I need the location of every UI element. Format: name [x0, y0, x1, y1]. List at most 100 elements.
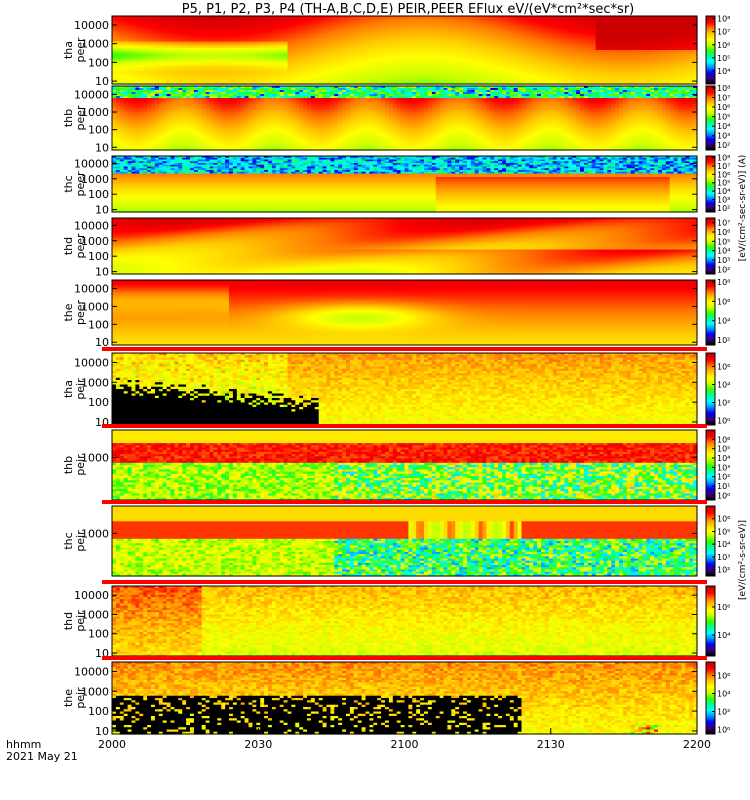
- cbar-tick-thb-peer-5: 10⁷: [717, 93, 730, 102]
- cbar-tick-thd-peer-4: 10⁶: [717, 228, 730, 237]
- panel-label-tha-peir-2: peir: [74, 378, 87, 400]
- spectrogram-tha-peer: [112, 16, 698, 85]
- cbar-tick-tha-peir-1: 10²: [717, 399, 730, 408]
- cbar-tick-tha-peer-0: 10⁴: [717, 67, 730, 76]
- xtick-2030: 2030: [244, 738, 272, 751]
- xtick-2000: 2000: [98, 738, 126, 751]
- cbar-tick-thc-peer-4: 10⁶: [717, 170, 730, 179]
- cbar-tick-thc-peer-1: 10³: [717, 195, 730, 204]
- ytick-tha-peir-3: 10000: [74, 356, 109, 369]
- cbar-tick-thb-peir-0: 10⁰: [717, 491, 730, 500]
- ytick-the-peir-3: 10000: [74, 665, 109, 678]
- cbar-tick-thd-peer-3: 10⁵: [717, 237, 730, 246]
- cbar-tick-thc-peer-6: 10⁸: [717, 154, 730, 163]
- cbar-tick-thc-peer-2: 10⁴: [717, 187, 730, 196]
- ytick-tha-peer-3: 10000: [74, 19, 109, 32]
- spectrogram-figure: P5, P1, P2, P3, P4 (TH-A,B,C,D,E) PEIR,P…: [0, 0, 750, 800]
- ytick-thd-peir-1: 100: [88, 628, 109, 641]
- cbar-tick-thb-peir-1: 10¹: [717, 482, 730, 491]
- spectrogram-the-peer: [112, 280, 698, 346]
- panel-label-the-peer-2: peer: [74, 300, 87, 326]
- spectrogram-thb-peir: [112, 430, 698, 501]
- cbar-tick-thd-peir-1: 10⁶: [717, 603, 730, 612]
- spectrogram-tha-peir: [112, 353, 698, 426]
- ytick-thb-peer-0: 10: [95, 141, 109, 154]
- ytick-the-peer-3: 10000: [74, 283, 109, 296]
- spectrogram-thb-peer: [112, 86, 698, 151]
- colorbar-tha-peer: 10⁴ 10⁵ 10⁶ 10⁷ 10⁸: [706, 15, 730, 85]
- ytick-the-peer-1: 100: [88, 318, 109, 331]
- mode-bar-tha-peir: [102, 347, 707, 351]
- cbar-tick-thd-peer-1: 10³: [717, 256, 730, 265]
- cbar-tick-tha-peer-4: 10⁸: [717, 15, 730, 24]
- ytick-thd-peer-1: 100: [88, 250, 109, 263]
- cbar-tick-the-peir-2: 10⁴: [717, 690, 730, 699]
- xtick-2200: 2200: [683, 738, 711, 751]
- ytick-thb-peer-3: 10000: [74, 88, 109, 101]
- cbar-tick-thb-peir-2: 10²: [717, 473, 730, 482]
- cbar-tick-thc-peer-0: 10²: [717, 204, 730, 213]
- cbar-tick-the-peir-1: 10²: [717, 708, 730, 717]
- cbar-tick-tha-peer-2: 10⁶: [717, 41, 730, 50]
- cbar-tick-thc-peir-4: 10⁶: [717, 515, 730, 524]
- mode-bar-the-peir: [102, 656, 707, 660]
- cbar-tick-thb-peer-1: 10³: [717, 132, 730, 141]
- panel-label-thb-peir-2: peir: [74, 454, 87, 476]
- ytick-thc-peer-0: 10: [95, 204, 109, 217]
- cbar-tick-thb-peir-3: 10³: [717, 463, 730, 472]
- cbar-tick-thb-peir-4: 10⁴: [717, 454, 730, 463]
- cbar-tick-thd-peer-0: 10²: [717, 265, 730, 274]
- xtick-2130: 2130: [537, 738, 565, 751]
- cbar-tick-thb-peer-3: 10⁵: [717, 113, 730, 122]
- spectrogram-thc-peir: [112, 506, 698, 577]
- ytick-tha-peer-1: 100: [88, 56, 109, 69]
- mode-bar-thc-peir: [102, 500, 707, 504]
- spectrogram-thc-peer: [112, 156, 698, 213]
- cbar-tick-thc-peer-3: 10⁵: [717, 179, 730, 188]
- cbar-tick-tha-peer-3: 10⁷: [717, 28, 730, 37]
- cbar-tick-thd-peer-5: 10⁷: [717, 219, 730, 228]
- spectrogram-the-peir: [112, 662, 698, 735]
- panel-label-thd-peer-2: peer: [74, 233, 87, 259]
- panel-label-the-peir-2: peir: [74, 687, 87, 709]
- ytick-thd-peer-0: 10: [95, 266, 109, 279]
- spectrogram-thd-peir: [112, 586, 698, 657]
- ytick-thd-peer-3: 10000: [74, 219, 109, 232]
- ytick-the-peir-1: 100: [88, 705, 109, 718]
- cbar-tick-thb-peer-2: 10⁴: [717, 122, 730, 131]
- cbar-tick-tha-peir-2: 10⁴: [717, 381, 730, 390]
- panel-label-thb-peer-2: peer: [74, 105, 87, 131]
- mode-bar-thb-peir: [102, 424, 707, 428]
- cbar-tick-the-peer-1: 10⁴: [717, 317, 730, 326]
- cbar-tick-the-peer-2: 10⁶: [717, 297, 730, 306]
- cbar-tick-tha-peer-1: 10⁵: [717, 54, 730, 63]
- cbar-tick-the-peer-3: 10⁸: [717, 278, 730, 287]
- ytick-tha-peer-0: 10: [95, 75, 109, 88]
- cbar-tick-thb-peir-6: 10⁶: [717, 435, 730, 444]
- ytick-thb-peer-1: 100: [88, 124, 109, 137]
- ytick-the-peir-0: 10: [95, 725, 109, 738]
- cbar-tick-thc-peir-0: 10²: [717, 566, 730, 575]
- panel-label-thc-peir-2: peir: [74, 530, 87, 552]
- cbar-tick-thc-peir-1: 10³: [717, 553, 730, 562]
- ytick-thd-peir-3: 10000: [74, 589, 109, 602]
- colorbar-unit-ion: [eV/(cm²-s-sr-eV)]: [738, 520, 748, 600]
- chart-title: P5, P1, P2, P3, P4 (TH-A,B,C,D,E) PEIR,P…: [182, 2, 635, 17]
- cbar-tick-thd-peer-2: 10⁴: [717, 247, 730, 256]
